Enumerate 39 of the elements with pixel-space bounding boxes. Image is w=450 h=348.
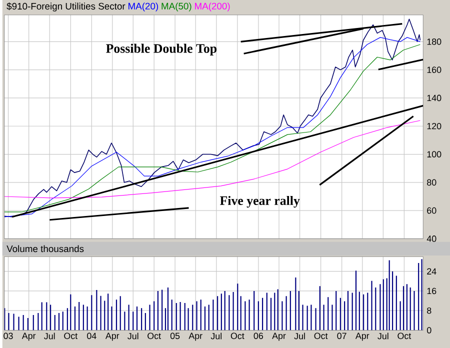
- x-tick-label: Oct: [230, 332, 244, 339]
- text: MA(50): [162, 2, 192, 12]
- chart-title: $910-Foreign Utilities Sector: [6, 2, 126, 12]
- annotation: Possible Double Top: [106, 44, 217, 56]
- y-tick-label: 16: [427, 288, 436, 294]
- x-tick-label: Oct: [148, 332, 161, 339]
- y-tick-label: 8: [427, 307, 432, 314]
- y-tick-label: 80: [427, 179, 436, 186]
- y-tick-label: 0: [427, 327, 432, 334]
- x-tick-label: Oct: [64, 332, 78, 339]
- x-tick-label: Apr: [272, 332, 286, 341]
- text: MA(20): [128, 2, 158, 12]
- x-tick-label: 03: [4, 332, 13, 339]
- x-tick-label: Jul: [128, 332, 138, 340]
- y-tick-label: 40: [426, 236, 436, 242]
- y-tick-label: 120: [427, 122, 442, 130]
- text: MA(200): [195, 2, 230, 12]
- y-tick-label: 180: [427, 38, 442, 45]
- x-tick-label: Apr: [22, 332, 36, 341]
- y-tick-label: 60: [427, 207, 436, 214]
- annotation: Five year rally: [220, 196, 300, 208]
- x-tick-label: Apr: [355, 332, 370, 341]
- x-tick-label: 04: [87, 332, 96, 339]
- x-tick-label: Jul: [44, 332, 55, 340]
- x-tick-label: Jul: [210, 332, 222, 340]
- chart-title: Volume thousands: [6, 245, 84, 252]
- y-tick-label: 24: [427, 268, 436, 274]
- x-tick-label: Jul: [294, 332, 305, 340]
- x-tick-label: Apr: [188, 332, 202, 341]
- x-tick-label: 07: [337, 332, 346, 339]
- x-tick-label: Oct: [398, 332, 412, 339]
- x-tick-label: Oct: [314, 332, 328, 339]
- y-tick-label: 160: [427, 66, 442, 73]
- x-tick-label: Apr: [105, 332, 120, 341]
- x-tick-label: 06: [254, 332, 263, 339]
- x-tick-label: Jul: [378, 332, 388, 340]
- y-tick-label: 140: [427, 94, 442, 102]
- x-tick-label: 05: [170, 332, 180, 339]
- y-tick-label: 100: [427, 151, 442, 158]
